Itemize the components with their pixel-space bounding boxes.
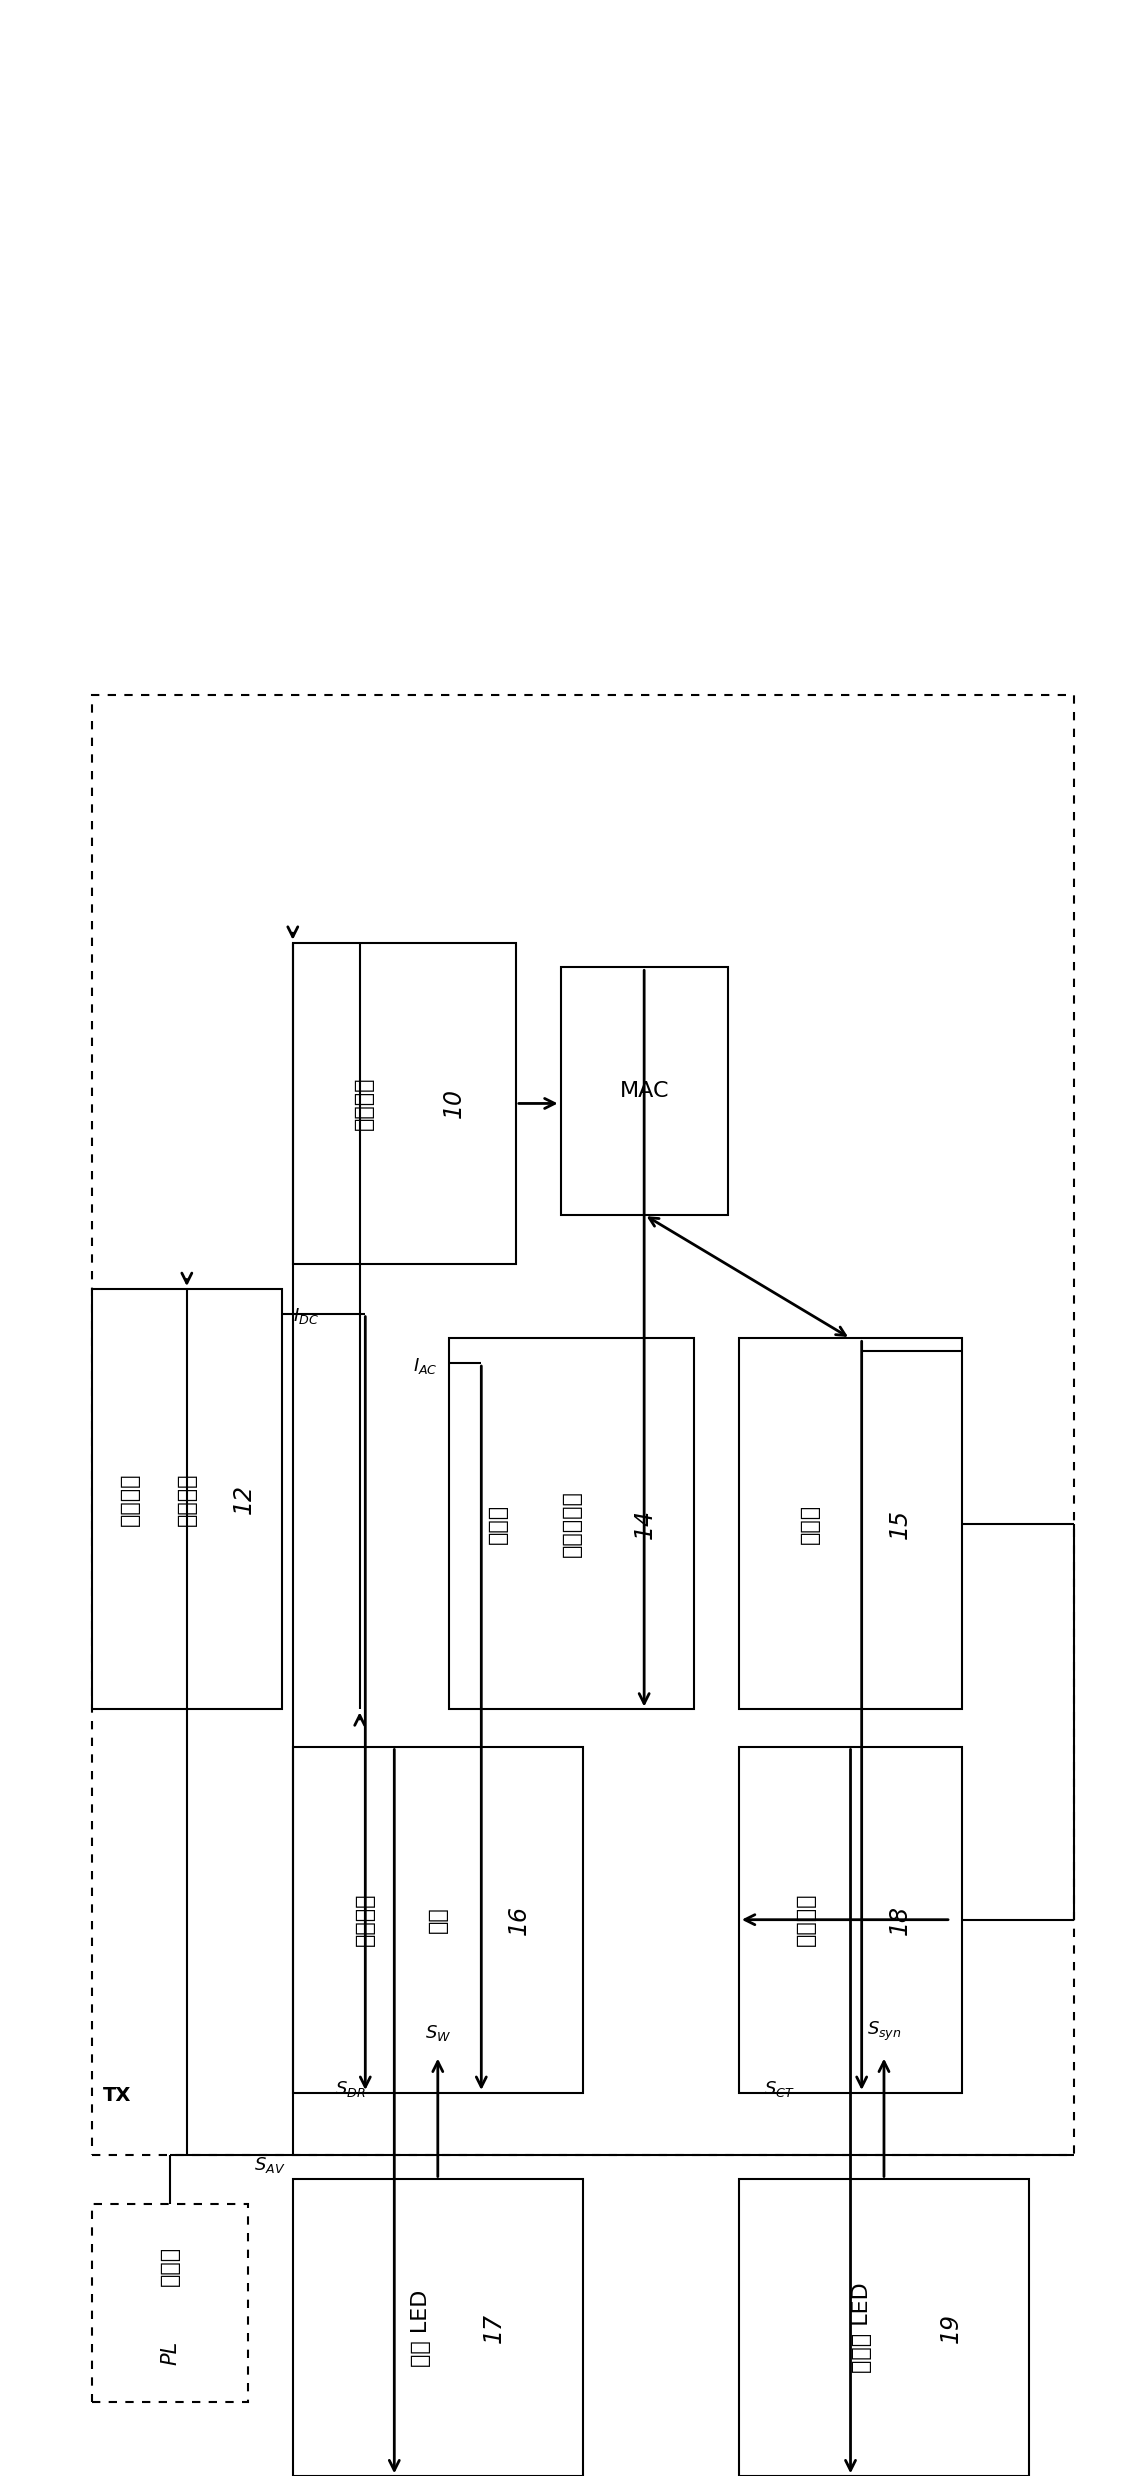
- Text: 直流电源: 直流电源: [120, 1473, 140, 1527]
- Text: 处理器: 处理器: [800, 1505, 821, 1544]
- Text: 12: 12: [232, 1485, 256, 1515]
- Bar: [293, 1748, 583, 2092]
- Text: 17: 17: [482, 2313, 506, 2343]
- Text: $S_{AV}$: $S_{AV}$: [253, 2154, 285, 2174]
- Text: 14: 14: [633, 1510, 657, 1539]
- Text: $S_{CT}$: $S_{CT}$: [765, 2080, 795, 2100]
- Text: 18: 18: [888, 1904, 911, 1934]
- Text: $I_{DC}$: $I_{DC}$: [293, 1306, 318, 1326]
- Bar: [739, 1748, 962, 2092]
- Text: 电流加法: 电流加法: [355, 1894, 376, 1946]
- Bar: [560, 967, 728, 1215]
- Bar: [293, 2179, 583, 2477]
- Bar: [293, 942, 516, 1264]
- Text: 红外线 LED: 红外线 LED: [852, 2283, 872, 2372]
- Bar: [92, 2204, 248, 2402]
- Text: 电力线: 电力线: [160, 2246, 180, 2286]
- Text: 电压转: 电压转: [488, 1505, 508, 1544]
- Text: 19: 19: [939, 2313, 963, 2343]
- Bar: [92, 694, 1074, 2154]
- Text: 产生电路: 产生电路: [177, 1473, 197, 1527]
- Text: $S_{DR}$: $S_{DR}$: [334, 2080, 365, 2100]
- Text: $S_W$: $S_W$: [425, 2023, 451, 2043]
- Bar: [448, 1339, 694, 1711]
- Text: 检测单元: 检测单元: [796, 1894, 816, 1946]
- Text: 10: 10: [442, 1088, 465, 1118]
- Text: 15: 15: [888, 1510, 911, 1539]
- Text: TX: TX: [103, 2087, 131, 2105]
- Bar: [739, 2179, 1029, 2477]
- Bar: [92, 1289, 281, 1711]
- Text: 电流放大器: 电流放大器: [562, 1490, 582, 1557]
- Bar: [739, 1339, 962, 1711]
- Text: 16: 16: [507, 1904, 531, 1934]
- Text: $S_{syn}$: $S_{syn}$: [867, 2020, 901, 2043]
- Text: PL: PL: [160, 2340, 180, 2365]
- Text: 电路: 电路: [428, 1906, 447, 1934]
- Text: 前端电路: 前端电路: [354, 1076, 374, 1130]
- Text: $I_{AC}$: $I_{AC}$: [414, 1356, 438, 1376]
- Text: 白光 LED: 白光 LED: [411, 2288, 432, 2367]
- Text: MAC: MAC: [620, 1081, 669, 1101]
